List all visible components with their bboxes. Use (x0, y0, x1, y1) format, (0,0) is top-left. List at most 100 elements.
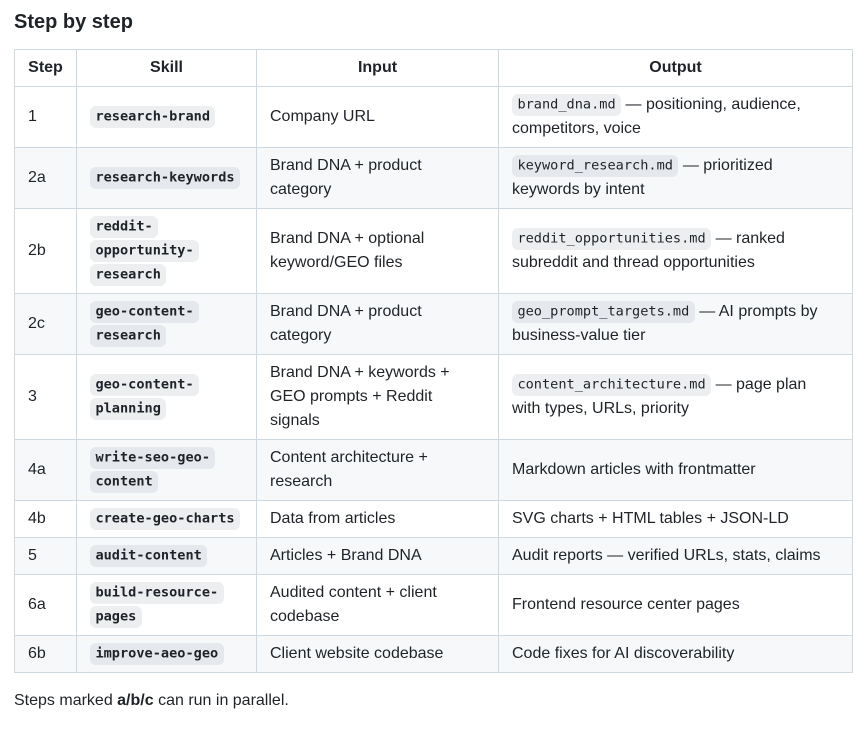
input-text: Brand DNA + product category (270, 303, 422, 344)
cell-step: 2a (14, 147, 77, 209)
col-header-output: Output (498, 49, 853, 87)
step-label: 3 (28, 388, 37, 405)
cell-skill: research-brand (76, 86, 257, 148)
cell-output: keyword_research.md — prioritized keywor… (498, 147, 853, 209)
table-row: 2a research-keywords Brand DNA + product… (14, 147, 853, 209)
cell-step: 1 (14, 86, 77, 148)
skill-badge: geo-content-research (90, 301, 200, 347)
input-text: Content architecture + research (270, 449, 428, 490)
output-text: — positioning, audience, competitors, vo… (512, 96, 801, 137)
cell-input: Brand DNA + keywords + GEO prompts + Red… (256, 354, 499, 440)
step-label: 5 (28, 547, 37, 564)
skill-badge: audit-content (90, 545, 208, 567)
page-title: Step by step (14, 11, 133, 33)
parallel-note-bold: a/b/c (117, 692, 154, 709)
output-text: SVG charts + HTML tables + JSON-LD (512, 510, 789, 527)
table-row: 4a write-seo-geo-content Content archite… (14, 439, 853, 501)
table-row: 2b reddit-opportunity-research Brand DNA… (14, 208, 853, 294)
steps-table: Step Skill Input Output 1 research-brand… (14, 49, 853, 673)
input-text: Data from articles (270, 510, 396, 527)
cell-skill: research-keywords (76, 147, 257, 209)
input-text: Brand DNA + product category (270, 157, 422, 198)
output-text: Code fixes for AI discoverability (512, 645, 735, 662)
step-label: 2c (28, 315, 45, 332)
output-text: Audit reports — verified URLs, stats, cl… (512, 547, 821, 564)
cell-skill: write-seo-geo-content (76, 439, 257, 501)
table-row: 4b create-geo-charts Data from articles … (14, 500, 853, 538)
parallel-note-suffix: can run in parallel. (153, 692, 289, 709)
output-file-badge: content_architecture.md (512, 374, 712, 396)
table-row: 3 geo-content-planning Brand DNA + keywo… (14, 354, 853, 440)
parallel-note: Steps marked a/b/c can run in parallel. (14, 689, 852, 713)
table-row: 5 audit-content Articles + Brand DNA Aud… (14, 537, 853, 575)
output-text: — AI prompts by business-value tier (512, 303, 818, 344)
input-text: Brand DNA + keywords + GEO prompts + Red… (270, 364, 450, 429)
col-header-skill: Skill (76, 49, 257, 87)
cell-step: 6b (14, 635, 77, 673)
skill-badge: research-keywords (90, 167, 241, 189)
skill-badge: write-seo-geo-content (90, 447, 216, 493)
cell-skill: create-geo-charts (76, 500, 257, 538)
cell-output: Code fixes for AI discoverability (498, 635, 853, 673)
output-text: — prioritized keywords by intent (512, 157, 773, 198)
cell-skill: build-resource-pages (76, 574, 257, 636)
input-text: Client website codebase (270, 645, 444, 662)
cell-skill: improve-aeo-geo (76, 635, 257, 673)
skill-badge: improve-aeo-geo (90, 643, 224, 665)
cell-step: 4a (14, 439, 77, 501)
cell-input: Company URL (256, 86, 499, 148)
step-label: 4b (28, 510, 46, 527)
input-text: Company URL (270, 108, 375, 125)
table-row: 2c geo-content-research Brand DNA + prod… (14, 293, 853, 355)
cell-input: Data from articles (256, 500, 499, 538)
cell-step: 3 (14, 354, 77, 440)
step-label: 4a (28, 461, 46, 478)
cell-output: brand_dna.md — positioning, audience, co… (498, 86, 853, 148)
step-label: 2b (28, 242, 46, 259)
input-text: Brand DNA + optional keyword/GEO files (270, 230, 425, 271)
col-header-input: Input (256, 49, 499, 87)
input-text: Articles + Brand DNA (270, 547, 422, 564)
cell-input: Brand DNA + product category (256, 293, 499, 355)
cell-output: SVG charts + HTML tables + JSON-LD (498, 500, 853, 538)
output-text: — page plan with types, URLs, priority (512, 376, 807, 417)
input-text: Audited content + client codebase (270, 584, 437, 625)
cell-output: reddit_opportunities.md — ranked subredd… (498, 208, 853, 294)
cell-input: Client website codebase (256, 635, 499, 673)
cell-step: 2b (14, 208, 77, 294)
step-label: 6a (28, 596, 46, 613)
cell-input: Audited content + client codebase (256, 574, 499, 636)
skill-badge: geo-content-planning (90, 374, 200, 420)
cell-input: Brand DNA + product category (256, 147, 499, 209)
cell-skill: audit-content (76, 537, 257, 575)
cell-output: Markdown articles with frontmatter (498, 439, 853, 501)
cell-output: content_architecture.md — page plan with… (498, 354, 853, 440)
cell-input: Brand DNA + optional keyword/GEO files (256, 208, 499, 294)
output-file-badge: reddit_opportunities.md (512, 228, 712, 250)
cell-input: Content architecture + research (256, 439, 499, 501)
cell-skill: geo-content-research (76, 293, 257, 355)
cell-step: 2c (14, 293, 77, 355)
output-text: — ranked subreddit and thread opportunit… (512, 230, 785, 271)
header-row: Step Skill Input Output (14, 49, 853, 87)
output-text: Markdown articles with frontmatter (512, 461, 756, 478)
cell-output: geo_prompt_targets.md — AI prompts by bu… (498, 293, 853, 355)
table-row: 6a build-resource-pages Audited content … (14, 574, 853, 636)
skill-badge: reddit-opportunity-research (90, 216, 200, 286)
table-row: 6b improve-aeo-geo Client website codeba… (14, 635, 853, 673)
cell-output: Frontend resource center pages (498, 574, 853, 636)
output-text: Frontend resource center pages (512, 596, 740, 613)
cell-input: Articles + Brand DNA (256, 537, 499, 575)
step-label: 1 (28, 108, 37, 125)
skill-badge: create-geo-charts (90, 508, 241, 530)
step-label: 2a (28, 169, 46, 186)
cell-step: 6a (14, 574, 77, 636)
table-row: 1 research-brand Company URL brand_dna.m… (14, 86, 853, 148)
steps-table-header: Step Skill Input Output (14, 49, 853, 87)
cell-skill: reddit-opportunity-research (76, 208, 257, 294)
cell-step: 4b (14, 500, 77, 538)
output-file-badge: geo_prompt_targets.md (512, 301, 695, 323)
skill-badge: build-resource-pages (90, 582, 224, 628)
col-header-step: Step (14, 49, 77, 87)
